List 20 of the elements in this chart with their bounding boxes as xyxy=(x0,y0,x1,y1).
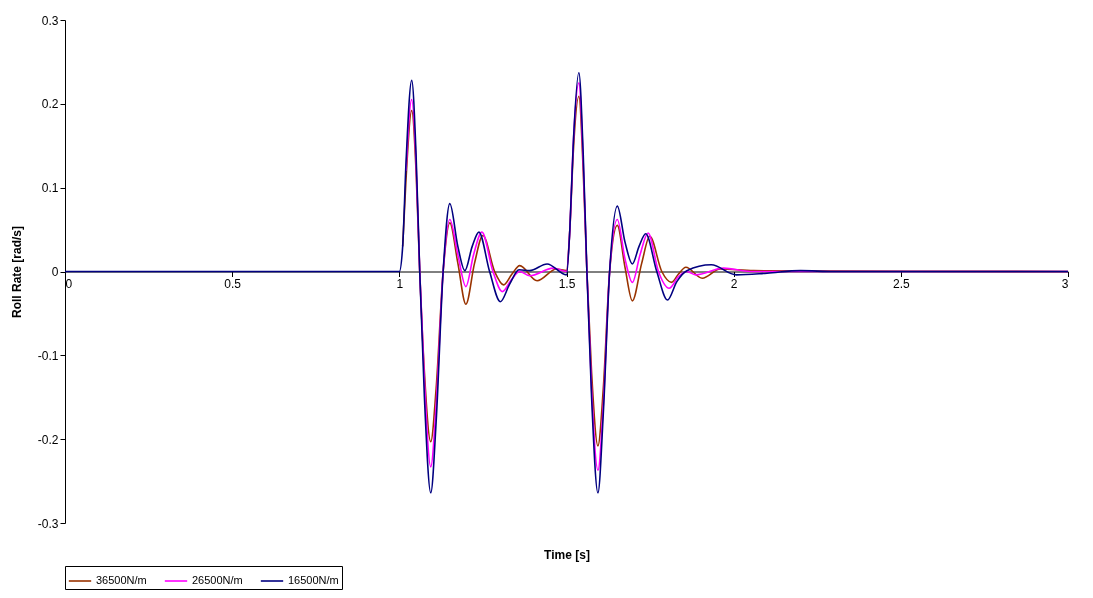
y-axis-title: Roll Rate [rad/s] xyxy=(9,225,24,319)
y-tick-label: -0.1 xyxy=(37,348,59,363)
legend-label: 36500N/m xyxy=(96,574,147,586)
x-tick-label: 3 xyxy=(1061,277,1069,291)
x-tick-label: 1 xyxy=(396,277,404,291)
x-tick-label: 2 xyxy=(730,277,738,291)
x-tick-label: 0 xyxy=(65,277,73,291)
y-tick-label: 0.1 xyxy=(41,181,59,196)
y-tick-label: -0.2 xyxy=(37,432,59,447)
y-tick-label: 0.3 xyxy=(41,13,59,28)
y-tick-label: 0 xyxy=(51,265,59,279)
y-tick-label: 0.2 xyxy=(41,97,59,112)
legend-label: 26500N/m xyxy=(192,574,243,586)
x-tick-label: 0.5 xyxy=(224,277,242,291)
y-tick-label: -0.3 xyxy=(37,516,59,531)
x-tick-label: 2.5 xyxy=(892,277,910,291)
x-axis-title: Time [s] xyxy=(544,547,590,562)
legend-label: 16500N/m xyxy=(288,574,339,586)
line-series xyxy=(64,72,1069,494)
x-tick-label: 1.5 xyxy=(558,277,576,291)
